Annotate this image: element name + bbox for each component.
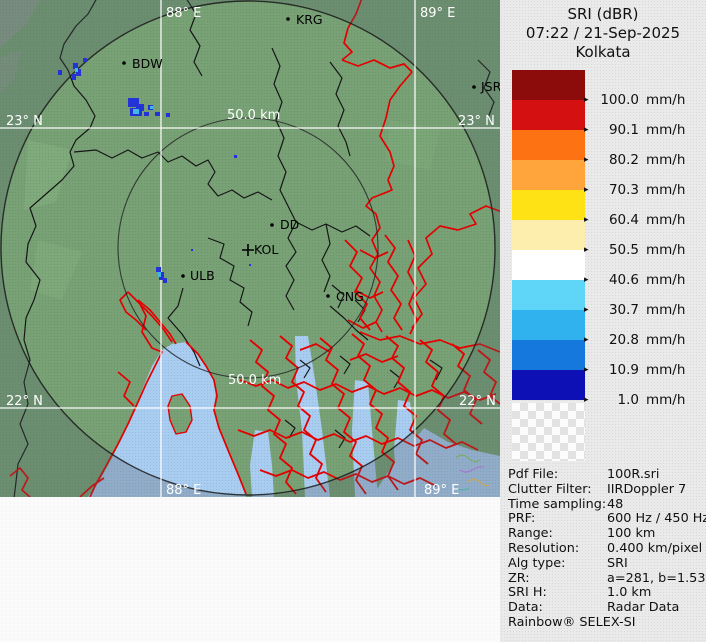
label-lon-88-top: 88° E — [166, 6, 201, 21]
tick-arrow-icon: ▸ — [584, 214, 589, 225]
tick-arrow-icon: ▸ — [584, 364, 589, 375]
metadata-row: ZR: a=281, b=1.53 — [508, 570, 706, 586]
tick-arrow-icon: ▸ — [584, 124, 589, 135]
city-label-ulb: ULB — [190, 268, 215, 283]
radar-map: 88° E 89° E 23° N 23° N 22° N 22° N 88° … — [0, 0, 500, 497]
product-title: SRI (dBR) — [567, 5, 639, 23]
city-label-kol: KOL — [254, 242, 278, 257]
metadata-row: Resolution: 0.400 km/pixel — [508, 540, 703, 556]
scale-tick: ▸ 10.9 mm/h — [584, 362, 686, 378]
label-range-top: 50.0 km — [227, 108, 280, 123]
metadata-row: Pdf File: 100R.sri — [508, 467, 660, 482]
scale-tick: ▸ 50.5 mm/h — [584, 242, 686, 258]
scale-tick: ▸ 1.0 mm/h — [584, 392, 686, 408]
tick-arrow-icon: ▸ — [584, 334, 589, 345]
scale-block-10 — [512, 370, 585, 400]
metadata-row: Data: Radar Data — [508, 600, 680, 616]
city-label-krg: KRG — [296, 12, 323, 27]
metadata-row: Alg type: SRI — [508, 555, 628, 571]
scale-block-5 — [512, 220, 585, 250]
label-lon-89-bottom: 89° E — [424, 483, 459, 497]
label-lat-22-left: 22° N — [6, 394, 43, 409]
label-lat-22-right: 22° N — [459, 394, 496, 409]
city-dot-ulb — [181, 274, 185, 278]
city-dot-dd — [270, 223, 274, 227]
scale-block-0 — [512, 70, 585, 100]
software-brand: Rainbow® SELEX-SI — [508, 614, 636, 630]
station-name: Kolkata — [575, 43, 631, 61]
dither-texture — [0, 0, 500, 497]
product-datetime: 07:22 / 21-Sep-2025 — [525, 24, 681, 42]
scale-block-1 — [512, 100, 585, 130]
metadata-row: Clutter Filter: IIRDoppler 7 — [508, 481, 687, 497]
scale-tick: ▸ 30.7 mm/h — [584, 302, 686, 318]
color-scale-labels: ▸ 100.0 mm/h ▸ 90.1 mm/h ▸ 80.2 mm/h ▸ 70.3 mm/h… — [584, 85, 704, 415]
tick-arrow-icon: ▸ — [584, 244, 589, 255]
city-dot-jsr — [472, 85, 476, 89]
city-dot-cng — [326, 294, 330, 298]
scale-block-8 — [512, 310, 585, 340]
tick-arrow-icon: ▸ — [584, 394, 589, 405]
scale-block-7 — [512, 280, 585, 310]
radar-site-cross-icon — [242, 244, 254, 256]
label-lat-23-left: 23° N — [6, 114, 43, 129]
sea-clutter — [454, 454, 491, 491]
scale-tick: ▸ 20.8 mm/h — [584, 332, 686, 348]
label-lon-88-bottom: 88° E — [166, 483, 201, 497]
city-label-jsr: JSR — [480, 79, 500, 94]
tick-arrow-icon: ▸ — [584, 304, 589, 315]
rain-echo-cores — [75, 68, 161, 277]
info-panel: SRI (dBR) 07:22 / 21-Sep-2025 Kolkata ▸ — [500, 0, 706, 642]
scale-tick: ▸ 60.4 mm/h — [584, 212, 686, 228]
scale-block-6 — [512, 250, 585, 280]
scale-tick: ▸ 80.2 mm/h — [584, 152, 686, 168]
city-label-dd: DD — [280, 217, 299, 232]
city-label-cng: CNG — [336, 289, 364, 304]
city-dot-krg — [286, 17, 290, 21]
scale-block-3 — [512, 160, 585, 190]
tick-arrow-icon: ▸ — [584, 274, 589, 285]
scale-block-9 — [512, 340, 585, 370]
tick-arrow-icon: ▸ — [584, 94, 589, 105]
label-range-bottom: 50.0 km — [228, 373, 281, 388]
range-ring-50km — [117, 117, 379, 379]
city-dot-bdw — [122, 61, 126, 65]
graticule-labels: 88° E 89° E 23° N 23° N 22° N 22° N 88° … — [6, 6, 496, 497]
city-label-bdw: BDW — [132, 56, 163, 71]
metadata-row: Range: 100 km — [508, 526, 656, 542]
metadata-row: Time sampling: 48 — [508, 496, 624, 512]
city-markers: KRG BDW JSR DD KOL ULB CNG — [122, 12, 500, 304]
scale-tick: ▸ 70.3 mm/h — [584, 182, 686, 198]
tick-arrow-icon: ▸ — [584, 154, 589, 165]
product-header: SRI (dBR) 07:22 / 21-Sep-2025 Kolkata — [500, 0, 706, 62]
metadata-row: PRF: 600 Hz / 450 Hz — [508, 511, 706, 527]
scale-tick: ▸ 90.1 mm/h — [584, 122, 686, 138]
out-of-range-dimmer — [0, 0, 500, 497]
label-lat-23-right: 23° N — [458, 114, 495, 129]
metadata-panel: Pdf File: 100R.sri Clutter Filter: IIRDopp… — [508, 467, 706, 631]
tick-arrow-icon: ▸ — [584, 184, 589, 195]
metadata-row: SRI H: 1.0 km — [508, 585, 652, 601]
range-ring-100km — [0, 0, 496, 496]
scale-tick: ▸ 40.6 mm/h — [584, 272, 686, 288]
scale-block-4 — [512, 190, 585, 220]
color-scale-blocks — [512, 70, 585, 461]
label-lon-89-top: 89° E — [420, 6, 455, 21]
page-background — [0, 497, 500, 642]
scale-no-data-block — [512, 403, 585, 461]
scale-tick: ▸ 100.0 mm/h — [584, 92, 686, 108]
scale-block-2 — [512, 130, 585, 160]
graticule — [0, 0, 500, 497]
